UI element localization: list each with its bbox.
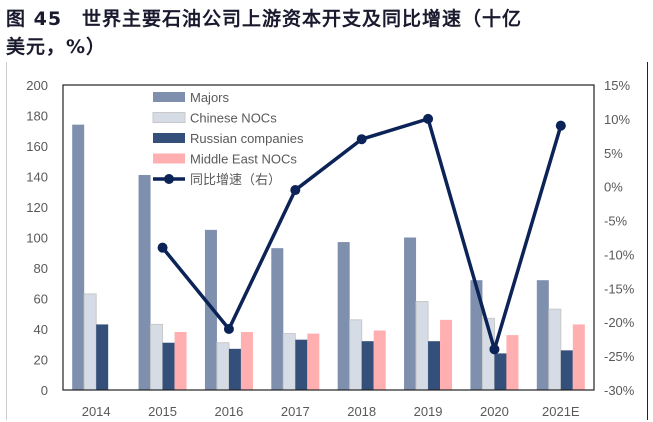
y-right-tick-label: 10% (604, 112, 630, 127)
bar-chinese-nocs (282, 333, 296, 391)
bar-middle-east-nocs (440, 319, 453, 390)
legend-label: 同比增速（右） (190, 172, 281, 187)
growth-point (489, 344, 500, 355)
bar-majors (536, 280, 549, 390)
legend-label: Middle East NOCs (190, 152, 297, 167)
plot-area (62, 84, 595, 391)
y-right-tick-label: -15% (604, 281, 635, 296)
growth-point (223, 324, 234, 334)
bar-russian-companies (96, 324, 109, 390)
growth-point (423, 113, 434, 124)
legend-swatch (153, 153, 185, 164)
growth-point (356, 134, 367, 145)
bar-majors (204, 229, 217, 390)
x-tick-label: 2014 (82, 404, 111, 419)
bar-chinese-nocs (548, 308, 562, 391)
y-right-tick-label: 15% (604, 78, 630, 93)
y-right-tick-label: -25% (604, 349, 635, 364)
y-right-tick-label: -30% (604, 383, 635, 398)
legend-swatch (164, 174, 174, 184)
chart-frame (6, 62, 648, 420)
legend-swatch (153, 133, 185, 143)
y-right-tick-label: 5% (604, 146, 623, 161)
bar-chinese-nocs (349, 319, 363, 391)
bar-middle-east-nocs (174, 332, 187, 390)
bar-russian-companies (361, 341, 374, 390)
y-left-tick-label: 120 (26, 200, 48, 215)
legend-label: Russian companies (190, 131, 304, 146)
bar-russian-companies (428, 341, 441, 390)
bar-majors (138, 174, 151, 390)
y-left-tick-label: 60 (34, 292, 48, 307)
bar-russian-companies (560, 350, 573, 390)
legend-swatch (152, 112, 186, 123)
bar-middle-east-nocs (307, 333, 320, 390)
bar-russian-companies (494, 353, 507, 390)
bar-majors (470, 280, 483, 390)
legend-label: Majors (190, 90, 230, 105)
bar-chinese-nocs (83, 293, 97, 391)
bar-middle-east-nocs (572, 324, 585, 390)
bar-majors (404, 237, 417, 390)
bar-chinese-nocs (216, 342, 230, 391)
legend-swatch (153, 92, 185, 102)
chart-title-line2: 美元，%） (6, 36, 107, 58)
bar-majors (271, 248, 284, 390)
bar-chinese-nocs (415, 301, 429, 391)
growth-point (290, 185, 301, 196)
y-right-tick-label: -20% (604, 315, 635, 330)
y-left-tick-label: 140 (26, 170, 48, 185)
bar-majors (72, 124, 85, 391)
x-tick-label: 2017 (281, 404, 310, 419)
bar-middle-east-nocs (240, 332, 253, 390)
y-left-tick-label: 200 (26, 78, 48, 93)
x-tick-label: 2018 (347, 404, 376, 419)
y-left-tick-label: 100 (26, 231, 48, 246)
y-left-tick-label: 160 (26, 139, 48, 154)
y-left-tick-label: 180 (26, 109, 48, 124)
y-right-tick-label: 0% (604, 180, 623, 195)
y-left-tick-label: 20 (34, 353, 48, 368)
y-right-tick-label: -5% (604, 214, 628, 229)
bar-russian-companies (228, 348, 241, 390)
bar-chinese-nocs (150, 323, 164, 391)
bar-middle-east-nocs (506, 335, 519, 390)
y-left-tick-label: 80 (34, 261, 48, 276)
bar-majors (337, 242, 350, 390)
x-tick-label: 2020 (480, 404, 509, 419)
bar-middle-east-nocs (373, 330, 386, 390)
growth-point (157, 242, 168, 253)
legend-label: Chinese NOCs (190, 111, 277, 126)
bar-russian-companies (162, 342, 175, 390)
chart-title-line1: 图 45 世界主要石油公司上游资本开支及同比增速（十亿 (6, 8, 523, 30)
bar-russian-companies (295, 339, 308, 390)
x-tick-label: 2021E (542, 404, 580, 419)
x-tick-label: 2015 (148, 404, 177, 419)
y-right-tick-label: -10% (604, 247, 635, 262)
y-left-tick-label: 40 (34, 322, 48, 337)
x-tick-label: 2019 (414, 404, 443, 419)
growth-point (555, 120, 566, 131)
x-tick-label: 2016 (214, 404, 243, 419)
y-left-tick-label: 0 (41, 383, 48, 398)
